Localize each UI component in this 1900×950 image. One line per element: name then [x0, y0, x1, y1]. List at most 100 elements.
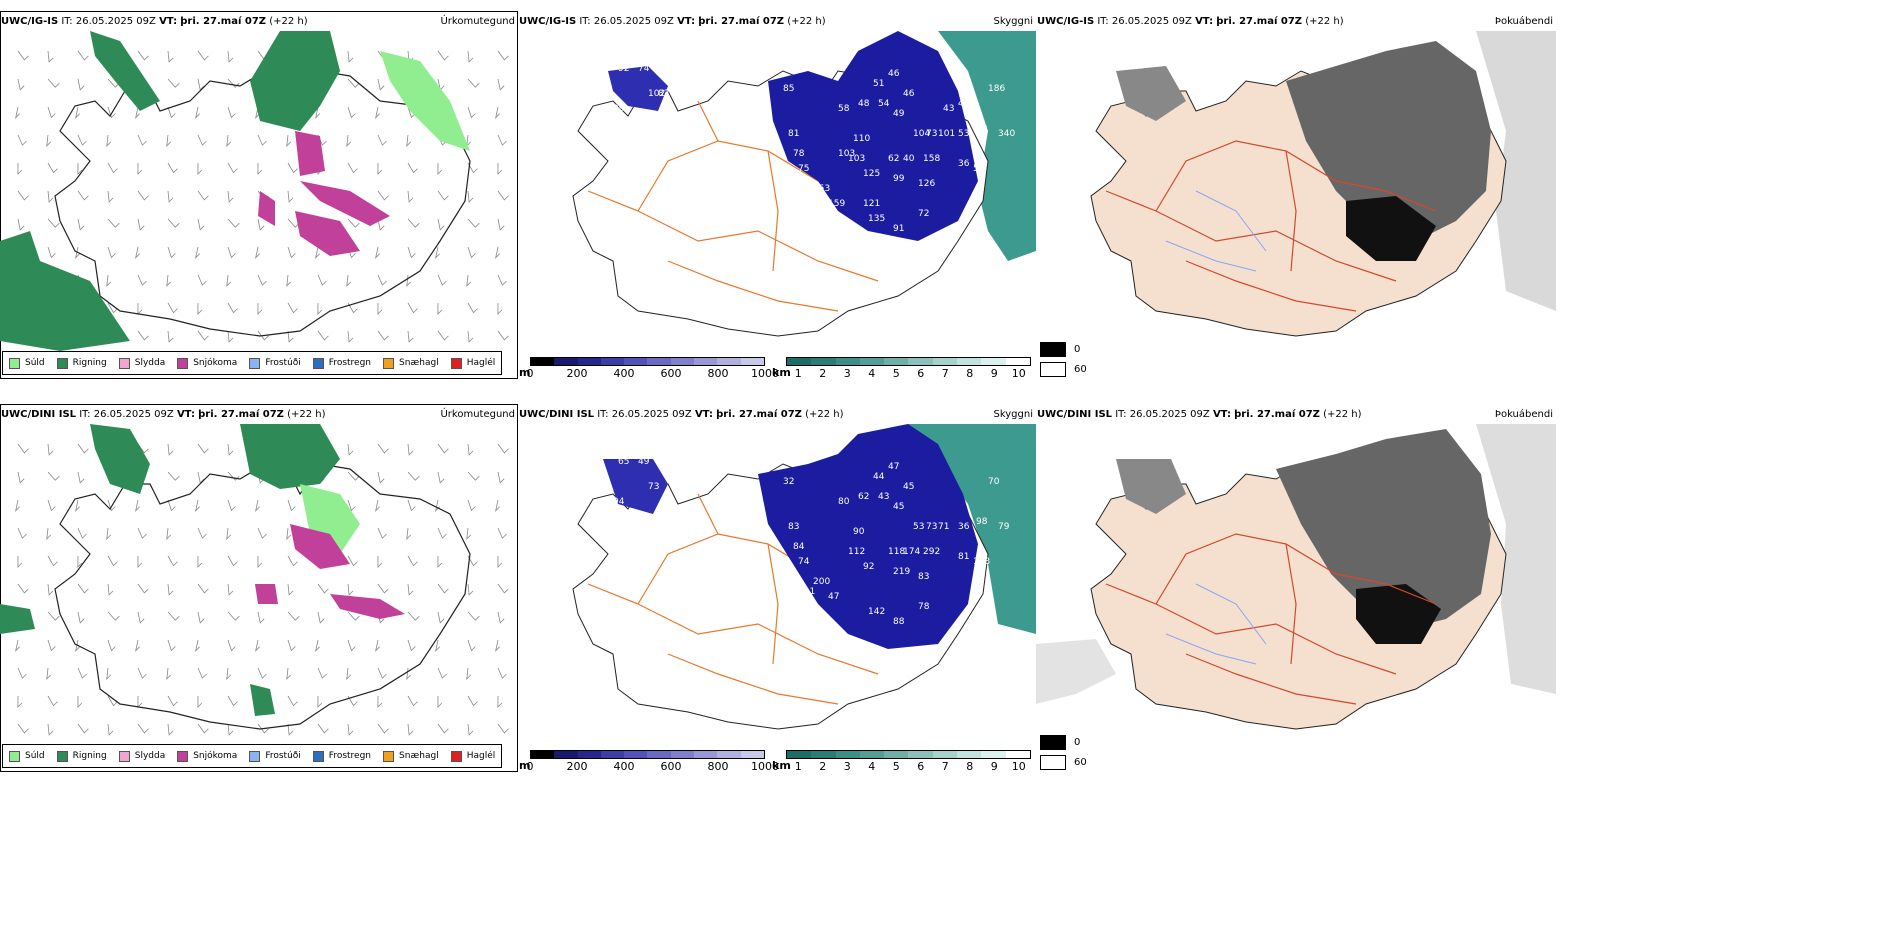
fog-haze [1476, 424, 1556, 694]
cloud-base-label: 74 [798, 557, 810, 567]
legend-item: Súld [9, 357, 45, 369]
colorbar-segment [981, 751, 1006, 758]
colorbar-segment [740, 751, 764, 758]
wind-barb [375, 499, 380, 512]
colorbar-segment [694, 751, 718, 758]
snow-area [330, 594, 405, 619]
precip-map [0, 424, 509, 736]
cloud-base-label: 28 [783, 202, 795, 212]
wind-barb [197, 471, 205, 484]
wind-barb [435, 246, 440, 259]
wind-barb [467, 723, 474, 736]
ceiling-colorbar-bar [530, 357, 765, 366]
wind-barb [437, 162, 443, 175]
wind-barb [197, 218, 205, 231]
wind-barb [347, 218, 360, 228]
wind-barb [167, 218, 180, 228]
colorbar-segment [554, 358, 578, 365]
cloud-base-label: 104 [913, 129, 930, 139]
wind-barb [197, 302, 203, 315]
wind-barb [315, 639, 320, 652]
wind-barb [437, 555, 443, 568]
iceland-outline [54, 463, 471, 730]
low-cloud-area [603, 459, 668, 514]
wind-barb [47, 443, 54, 456]
wind-barb [167, 78, 180, 88]
colorbar-segment [932, 358, 958, 365]
wind-barb [47, 190, 54, 203]
snow-area [258, 191, 275, 226]
wind-barb [197, 162, 203, 175]
wind-barb [227, 639, 236, 652]
wind-barb [437, 723, 449, 734]
wind-barb [497, 330, 509, 341]
wind-barb [167, 723, 174, 736]
wind-barb [347, 499, 356, 512]
legend-item: Frostregn [312, 750, 371, 762]
wind-barb [467, 499, 476, 512]
rain-area [240, 424, 340, 489]
wind-barb [287, 302, 298, 314]
legend-swatch [9, 750, 20, 762]
cloud-base-label: 135 [868, 214, 885, 224]
cloud-base-label: 75 [798, 164, 809, 174]
cloud-base-label: 72 [918, 209, 929, 219]
wind-barb [107, 639, 116, 652]
cloud-base-label: 84 [798, 194, 810, 204]
colorbar-tick: 600 [660, 367, 682, 379]
wind-barb [195, 246, 200, 259]
wind-barb [467, 583, 474, 596]
wind-barb [77, 695, 83, 708]
colorbar-tick: 200 [566, 760, 588, 772]
wind-barb [47, 583, 54, 596]
colorbar-segment [717, 751, 741, 758]
wind-barb [17, 78, 25, 91]
low-cloud-area [758, 424, 978, 649]
cloud-base-label: 46 [888, 69, 900, 79]
wind-barb [497, 274, 507, 286]
snow-area [255, 584, 278, 604]
wind-barb [287, 695, 298, 707]
cloud-base-label: 91 [893, 224, 904, 234]
legend-item: Slydda [118, 750, 165, 762]
wind-barb [197, 443, 209, 454]
wind-barb [227, 50, 234, 63]
wind-barb [377, 695, 383, 708]
cloud-base-label: 74 [638, 64, 650, 74]
colorbar-segment [835, 358, 860, 365]
wind-barb [407, 555, 418, 567]
wind-barb [77, 667, 87, 679]
rain-area [90, 424, 150, 494]
fog-legend-value: 60 [1074, 756, 1087, 768]
rain-area [0, 231, 130, 351]
precip-type-panel-row1: UWC/IG-IS IT: 26.05.2025 09Z VT: þri. 27… [0, 11, 518, 379]
wind-barb [167, 330, 174, 343]
wind-barb [107, 695, 118, 707]
colorbar-segment [908, 358, 933, 365]
fog-legend-swatch [1040, 734, 1066, 750]
colorbar-tick: 3 [843, 760, 851, 772]
cloud-base-label: 53 [958, 129, 969, 139]
wind-barb [466, 274, 472, 287]
wind-barb [15, 639, 20, 652]
wind-barb [317, 611, 325, 624]
wind-barb [167, 695, 178, 707]
cloud-base-label: 44 [873, 472, 885, 482]
wind-barb [107, 246, 116, 259]
wind-barb [227, 302, 238, 314]
wind-barb [347, 695, 358, 707]
wind-barb [17, 583, 29, 594]
wind-barb [467, 190, 474, 203]
wind-barb [107, 555, 118, 567]
wind-barb [107, 106, 116, 119]
colorbar-tick: 4 [868, 760, 876, 772]
wind-barb [17, 50, 29, 61]
wind-barb [15, 106, 20, 119]
legend-swatch [450, 357, 462, 369]
wind-barb [17, 218, 25, 231]
cloud-base-label: 62 [888, 154, 899, 164]
visibility-colorbar-bar [786, 357, 1031, 366]
fog-legend-value: 60 [1074, 363, 1087, 375]
colorbar-tick: 0 [526, 367, 534, 379]
wind-barb [407, 443, 414, 456]
